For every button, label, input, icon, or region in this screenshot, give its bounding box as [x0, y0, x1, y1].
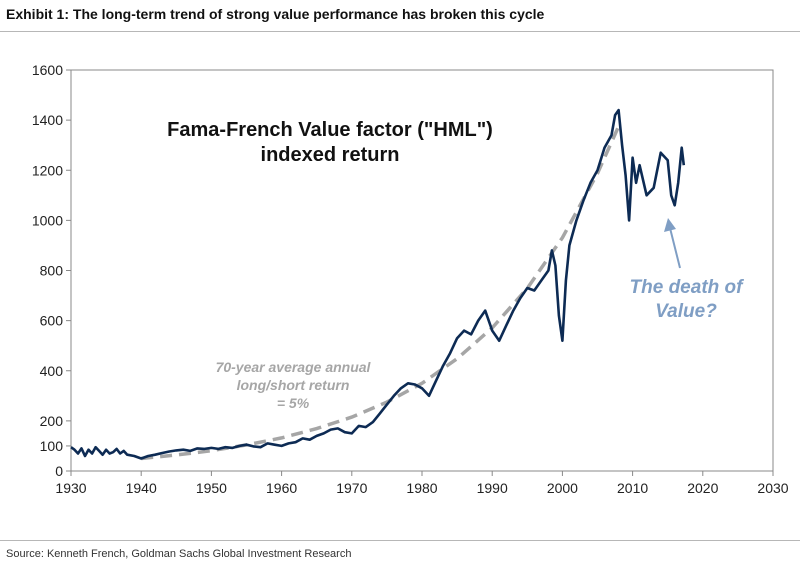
y-tick-label: 600	[40, 313, 64, 329]
y-tick-label: 1600	[32, 62, 63, 78]
exhibit-title: Exhibit 1: The long-term trend of strong…	[6, 6, 545, 22]
x-tick-label: 2030	[757, 480, 788, 496]
x-tick-label: 1930	[55, 480, 86, 496]
x-tick-label: 1970	[336, 480, 367, 496]
y-tick-label: 200	[40, 413, 64, 429]
header-rule	[0, 31, 800, 32]
y-axis: 0 100 200 400 600 800 1000 1200 1400 1600	[32, 62, 71, 479]
x-tick-label: 2000	[547, 480, 578, 496]
y-tick-label: 1200	[32, 162, 63, 178]
death-annotation-arrowhead	[664, 218, 676, 232]
death-annotation-line-1: The death of	[630, 277, 745, 298]
death-annotation-arrow	[669, 227, 681, 269]
y-tick-label: 100	[40, 438, 64, 454]
x-axis: 1930 1940 1950 1960 1970 1980 1990 2000 2010 2020…	[55, 471, 789, 496]
footer-rule	[0, 540, 800, 541]
source-note: Source: Kenneth French, Goldman Sachs Gl…	[6, 548, 352, 560]
chart-title: Fama-French Value factor ("HML")	[167, 119, 493, 141]
chart-subtitle: indexed return	[261, 144, 400, 166]
y-tick-label: 800	[40, 263, 64, 279]
y-tick-label: 0	[55, 463, 63, 479]
x-tick-label: 1980	[406, 480, 437, 496]
y-tick-label: 1400	[32, 112, 63, 128]
death-annotation-line-2: Value?	[655, 301, 717, 322]
trend-annotation-line-3: = 5%	[277, 395, 310, 411]
trend-annotation-line-1: 70-year average annual	[216, 359, 372, 375]
hml-series-line	[70, 108, 686, 460]
x-tick-label: 1960	[266, 480, 297, 496]
x-tick-label: 2020	[687, 480, 718, 496]
trend-annotation-line-2: long/short return	[237, 377, 350, 393]
y-tick-label: 400	[40, 363, 64, 379]
x-tick-label: 1990	[477, 480, 508, 496]
x-tick-label: 1950	[196, 480, 227, 496]
hml-chart: 0 100 200 400 600 800 1000 1200 1400 1600 1930 194…	[32, 62, 789, 496]
x-tick-label: 1940	[126, 480, 157, 496]
y-tick-label: 1000	[32, 212, 63, 228]
x-tick-label: 2010	[617, 480, 648, 496]
